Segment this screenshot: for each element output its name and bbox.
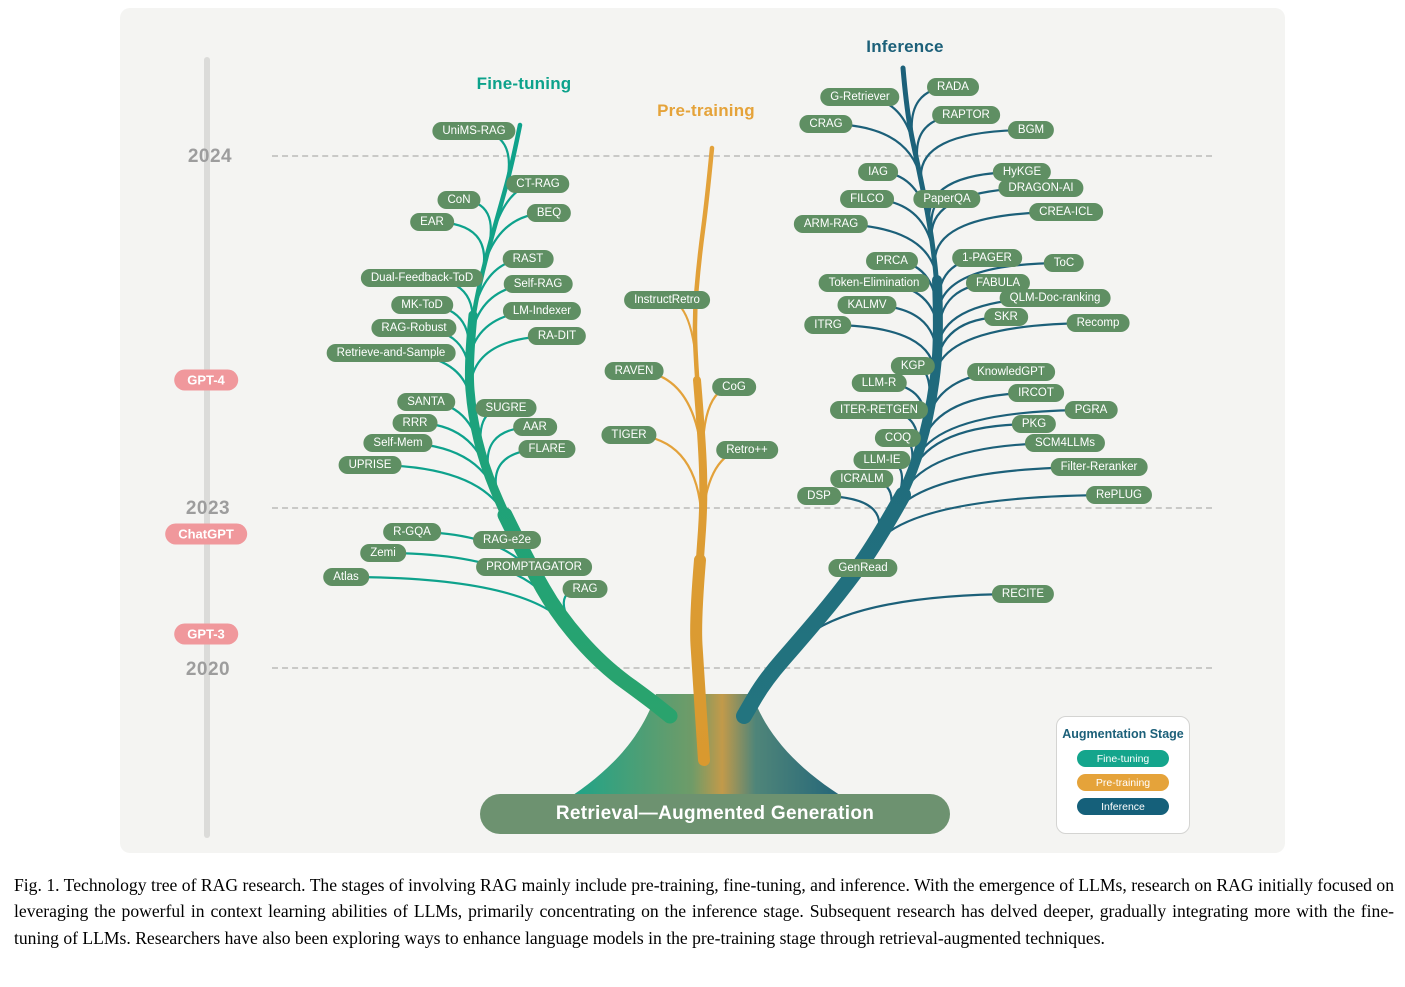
tree-node: TIGER	[601, 426, 657, 444]
tree-node: 1-PAGER	[952, 249, 1022, 267]
tree-node: G-Retriever	[820, 88, 900, 106]
timeline-model-badge: ChatGPT	[165, 523, 247, 545]
tree-node: Recomp	[1066, 314, 1130, 332]
tree-node: HyKGE	[992, 163, 1052, 181]
tree-node: PRCA	[866, 252, 918, 270]
tree-node: SANTA	[397, 393, 455, 411]
tree-node: CoG	[712, 378, 756, 396]
legend-title: Augmentation Stage	[1062, 727, 1184, 741]
branch-header-fine-tuning: Fine-tuning	[476, 74, 572, 93]
tree-node: DSP	[797, 487, 841, 505]
tree-node: InstructRetro	[624, 291, 710, 309]
tree-node: RECITE	[991, 585, 1055, 603]
branch-path-pre-training	[690, 554, 710, 766]
tree-node: RAVEN	[604, 362, 664, 380]
tree-node: DRAGON-AI	[998, 179, 1084, 197]
tree-node: RAG	[562, 580, 608, 598]
tree-node: ITER-RETGEN	[830, 401, 928, 419]
tree-node: RRR	[392, 414, 438, 432]
tree-node: Dual-Feedback-ToD	[360, 269, 484, 287]
tree-node: SCM4LLMs	[1024, 434, 1106, 452]
tree-node: MK-ToD	[391, 296, 453, 314]
tree-node: IRCOT	[1008, 384, 1064, 402]
year-dashed-line	[272, 155, 1212, 157]
tree-node: FLARE	[518, 440, 576, 458]
tree-node: RAPTOR	[932, 106, 1000, 124]
tree-node: R-GQA	[383, 523, 441, 541]
timeline-axis	[204, 57, 210, 838]
tree-node: Self-RAG	[503, 275, 573, 293]
tree-node: KALMV	[837, 296, 897, 314]
tree-node: RePLUG	[1085, 486, 1153, 504]
tree-node: CRAG	[799, 115, 853, 133]
tree-node: Self-Mem	[363, 434, 433, 452]
timeline-model-badge: GPT-4	[174, 369, 238, 391]
tree-node: Token-Elimination	[818, 274, 930, 292]
timeline-year: 2024	[187, 146, 233, 167]
tree-node: CREA-ICL	[1029, 203, 1103, 221]
tree-node: Filter-Reranker	[1050, 458, 1148, 476]
legend-items: Fine-tuning Pre-training Inference	[1077, 750, 1169, 822]
tree-node: ARM-RAG	[793, 215, 869, 233]
tree-node: LLM-IE	[853, 451, 911, 469]
legend-item-fine-tuning: Fine-tuning	[1077, 750, 1169, 767]
legend-item-pre-training: Pre-training	[1077, 774, 1169, 791]
tree-node: BEQ	[526, 204, 572, 222]
tree-overlay: Fine-tuning UniMS-RAG CT-RAG CoN BEQ EAR RAST D…	[165, 37, 1153, 680]
tree-node: COQ	[874, 429, 922, 447]
tree-node: ITRG	[804, 316, 852, 334]
timeline-year: 2023	[185, 498, 231, 519]
tree-node: CoN	[437, 191, 481, 209]
tree-node: ToC	[1043, 254, 1085, 272]
tree-node: AAR	[513, 418, 557, 436]
year-dashed-line	[272, 507, 1212, 509]
tree-node: PKG	[1011, 415, 1057, 433]
tree-node: PaperQA	[913, 190, 981, 208]
tree-node: FILCO	[840, 190, 894, 208]
timeline-model-badge: GPT-3	[174, 623, 238, 645]
tree-node: RAG-e2e	[473, 531, 541, 549]
branch-header-pre-training: Pre-training	[657, 101, 755, 120]
tree-node: EAR	[410, 213, 454, 231]
branch-path-inference	[736, 487, 911, 724]
tree-node: RAST	[502, 250, 554, 268]
tree-node: Retro++	[716, 441, 778, 459]
branch-header-inference: Inference	[866, 37, 944, 56]
tree-node: BGM	[1007, 121, 1055, 139]
timeline-year: 2020	[185, 659, 231, 680]
timeline-underlay	[204, 57, 1212, 838]
tree-node: RADA	[927, 78, 979, 96]
figure-caption: Fig. 1. Technology tree of RAG research.…	[14, 875, 1394, 948]
tree-node: Atlas	[323, 568, 369, 586]
tree-node: FABULA	[965, 274, 1031, 292]
tree-node: UPRISE	[338, 456, 402, 474]
tree-node: UniMS-RAG	[432, 122, 516, 140]
tree-node: LM-Indexer	[502, 302, 582, 320]
tree-node: CT-RAG	[506, 175, 570, 193]
tree-node: KGP	[890, 357, 936, 375]
year-dashed-line	[272, 667, 1212, 669]
tree-node: SUGRE	[475, 399, 537, 417]
tree-node: KnowledGPT	[967, 363, 1055, 381]
tree-node: IAG	[858, 163, 898, 181]
tree-node: RAG-Robust	[371, 319, 457, 337]
tree-node: LLM-R	[851, 374, 907, 392]
trunk-label: Retrieval—Augmented Generation	[480, 794, 950, 834]
legend: Augmentation Stage Fine-tuning Pre-traini…	[1056, 716, 1190, 834]
tree-node: ICRALM	[830, 470, 894, 488]
tree-node: Zemi	[360, 544, 406, 562]
tree-node: PROMPTAGATOR	[476, 558, 592, 576]
tree-node: PGRA	[1064, 401, 1118, 419]
tree-node: QLM-Doc-ranking	[999, 289, 1111, 307]
tree-node: RA-DIT	[527, 327, 587, 345]
tree-node: GenRead	[828, 559, 898, 577]
tree-node: SKR	[984, 308, 1028, 326]
legend-item-inference: Inference	[1077, 798, 1169, 815]
tree-node: Retrieve-and-Sample	[326, 344, 456, 362]
